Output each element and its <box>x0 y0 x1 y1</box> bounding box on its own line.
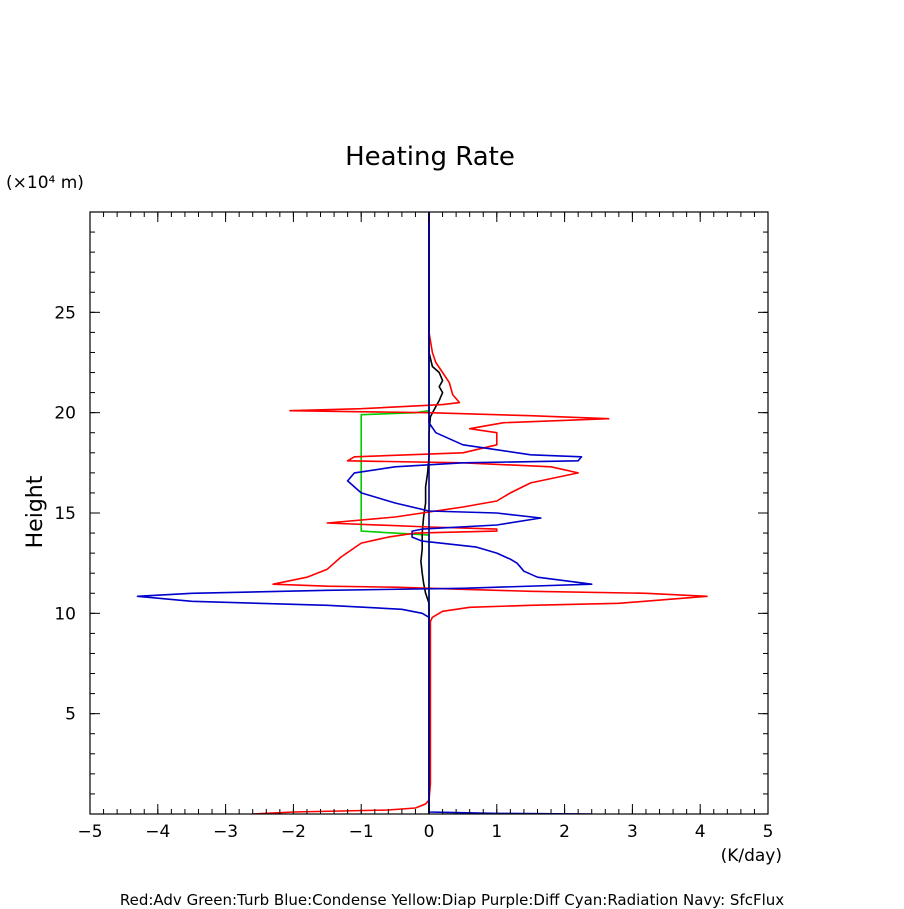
series-line-0 <box>360 212 430 814</box>
x-tick-label: 3 <box>627 822 638 842</box>
x-tick-label: −2 <box>281 822 306 842</box>
y-tick-label: 10 <box>54 604 76 624</box>
x-tick-label: −3 <box>213 822 238 842</box>
series-line-3 <box>136 212 593 814</box>
y-tick-label: 5 <box>65 705 76 725</box>
x-tick-label: −1 <box>349 822 374 842</box>
x-tick-label: 1 <box>491 822 502 842</box>
x-tick-label: −5 <box>77 822 102 842</box>
y-tick-label: 15 <box>54 504 76 524</box>
x-axis-label: (K/day) <box>721 846 782 866</box>
x-tick-label: 5 <box>763 822 774 842</box>
y-unit-label: (×10⁴ m) <box>6 173 84 193</box>
series-layer <box>136 212 708 814</box>
y-tick-label: 25 <box>54 303 76 323</box>
series-line-2 <box>252 212 708 814</box>
x-tick-label: 4 <box>695 822 706 842</box>
x-tick-label: −4 <box>145 822 170 842</box>
chart-title: Heating Rate <box>345 142 515 172</box>
legend-caption: Red:Adv Green:Turb Blue:Condense Yellow:… <box>119 891 785 909</box>
x-tick-label: 2 <box>559 822 570 842</box>
x-tick-label: 0 <box>424 822 435 842</box>
plot-frame <box>89 211 769 815</box>
plot-area <box>136 212 708 814</box>
y-tick-label: 20 <box>54 404 76 424</box>
y-axis-label: Height <box>23 475 48 548</box>
